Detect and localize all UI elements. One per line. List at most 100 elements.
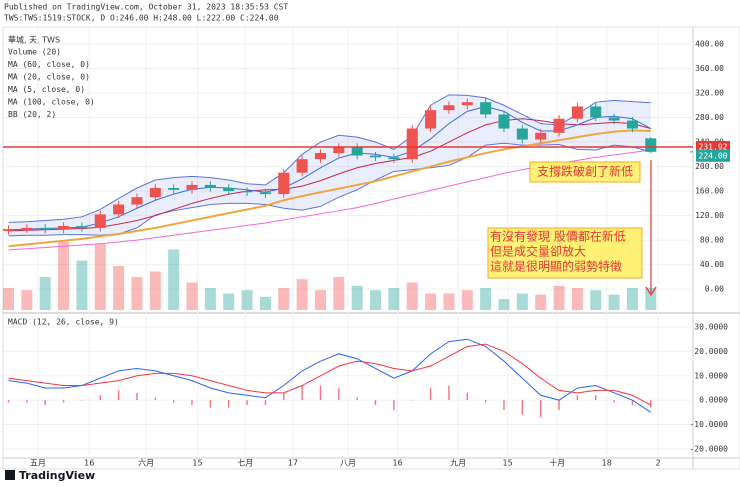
- macd-hist: [44, 400, 46, 406]
- legend-entry: MA (60, close, 0): [8, 60, 90, 69]
- macd-hist: [154, 397, 157, 401]
- macd-line: [8, 338, 652, 413]
- x-tick-label: 15: [192, 459, 202, 468]
- candle-body: [516, 128, 528, 140]
- macd-hist: [283, 392, 285, 401]
- y-tick-label: 0.00: [705, 285, 724, 294]
- volume-bar: [131, 277, 143, 310]
- macd-tick-label: 20.0000: [694, 347, 728, 356]
- macd-hist: [484, 400, 487, 403]
- macd-hist: [356, 397, 358, 401]
- bb-fill: [8, 94, 651, 236]
- candle-body: [480, 102, 492, 115]
- volume-bar: [571, 288, 583, 310]
- candle-body: [535, 132, 547, 140]
- volume-bar: [21, 290, 33, 310]
- y-tick-label: 400.00: [695, 39, 724, 48]
- legend-entry: MA (5, close, 0): [8, 85, 85, 94]
- x-tick-label: 七月: [237, 459, 253, 468]
- volume-bar: [186, 282, 198, 310]
- volume-bar: [406, 282, 418, 310]
- candle-body: [278, 172, 290, 195]
- candle-body: [223, 188, 235, 192]
- candle-body: [498, 114, 510, 129]
- annotation-text: 這就是很明顯的弱勢特徵: [490, 259, 622, 274]
- volume-bar: [58, 241, 70, 310]
- candle-body: [333, 146, 345, 154]
- volume-bar: [516, 293, 528, 310]
- annotation-box: [487, 227, 643, 279]
- volume-bar: [443, 293, 455, 310]
- legend-title: 華城, 天, TWS: [8, 35, 60, 45]
- volume-bar: [3, 288, 15, 310]
- y-tick-label: 320.00: [695, 88, 724, 97]
- candle-body: [645, 138, 657, 152]
- candle-body: [113, 204, 125, 215]
- volume-bar: [351, 285, 363, 310]
- volume-bar: [149, 271, 161, 310]
- volume-bar: [553, 285, 565, 310]
- x-tick-label: 15: [503, 459, 513, 468]
- published: Published on TradingView.com, October 31…: [4, 3, 288, 12]
- x-tick-label: 17: [288, 459, 298, 468]
- bb-upper: [8, 94, 651, 223]
- candle-body: [571, 106, 583, 119]
- volume-bar: [223, 293, 235, 310]
- volume-bar: [461, 290, 473, 310]
- x-tick-label: 六月: [138, 458, 154, 468]
- candle-body: [241, 191, 253, 193]
- macd-hist: [558, 400, 560, 410]
- macd-hist: [136, 392, 138, 401]
- arrow-head: [645, 286, 657, 297]
- volume-bar: [425, 293, 437, 310]
- volume-bar: [370, 290, 382, 310]
- volume-bar: [645, 288, 657, 310]
- volume-bar: [39, 277, 51, 310]
- candle-body: [58, 226, 70, 230]
- volume-bar: [388, 288, 400, 310]
- macd-hist: [338, 387, 340, 401]
- logo-mark: [5, 470, 15, 480]
- candle-body: [406, 128, 418, 160]
- macd-hist: [264, 400, 267, 406]
- macd-tick-label: 10.0000: [694, 371, 728, 380]
- macd-tick-label: -10.0000: [689, 420, 728, 429]
- volume-bar: [626, 288, 638, 310]
- macd-hist: [7, 400, 10, 403]
- volume-bar: [314, 290, 326, 310]
- macd-hist: [209, 400, 212, 408]
- volume-bar: [608, 294, 620, 310]
- volume-bar: [241, 290, 253, 310]
- macd-hist: [613, 400, 615, 403]
- macd-hist: [228, 400, 230, 408]
- macd-hist: [191, 400, 193, 406]
- candle-body: [186, 184, 198, 190]
- macd-hist: [117, 390, 120, 401]
- macd-hist: [393, 400, 395, 410]
- candle-body: [296, 159, 308, 173]
- candle-body: [3, 229, 15, 231]
- volume-bar: [76, 260, 88, 310]
- y-tick-label: 120.00: [695, 211, 724, 220]
- volume-bar: [259, 296, 271, 310]
- macd-hist: [595, 395, 597, 401]
- macd-hist: [301, 385, 303, 401]
- candle-body: [626, 120, 638, 129]
- candle-body: [76, 226, 88, 228]
- candle-body: [39, 227, 51, 230]
- macd-hist: [650, 400, 652, 408]
- candle-body: [94, 214, 106, 228]
- x-tick-label: 八月: [340, 459, 356, 468]
- candle-body: [608, 117, 620, 121]
- macd-hist: [26, 400, 28, 403]
- volume-bar: [480, 288, 492, 310]
- macd-hist: [319, 385, 322, 401]
- y-tick-label: 280.00: [695, 113, 724, 122]
- candle-body: [590, 106, 602, 118]
- macd-hist: [539, 400, 542, 418]
- x-tick-label: 16: [392, 459, 402, 468]
- x-tick-label: 2: [656, 459, 661, 468]
- legend-entry: BB (20, 2): [8, 110, 56, 119]
- volume-bar: [113, 266, 125, 310]
